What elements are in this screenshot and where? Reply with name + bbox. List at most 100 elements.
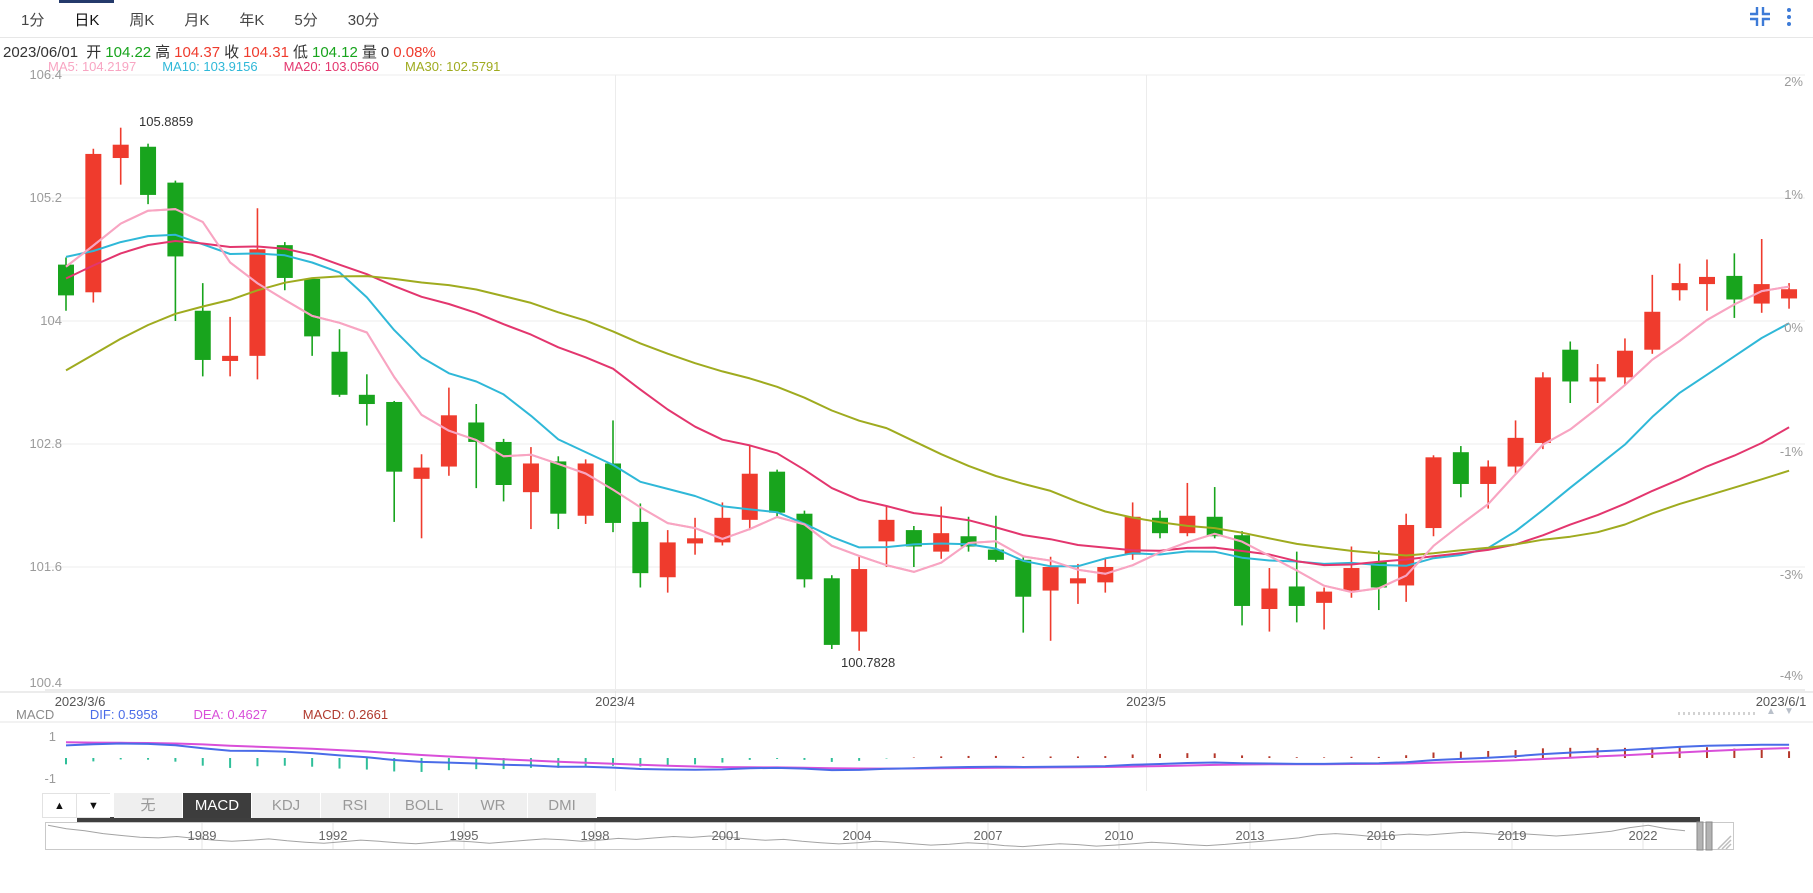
timeframe-tab-年K[interactable]: 年K bbox=[239, 12, 265, 29]
navigator-year-label: 2022 bbox=[1628, 828, 1658, 843]
candle-body bbox=[987, 549, 1004, 560]
candle-body bbox=[1699, 276, 1715, 285]
price-axis-label: 100.4 bbox=[29, 675, 62, 690]
price-axis-label: 102.8 bbox=[29, 436, 62, 451]
navigator-year-label: 2007 bbox=[973, 828, 1003, 843]
candle-body bbox=[222, 355, 239, 361]
indicator-up-button[interactable]: ▲ bbox=[42, 793, 76, 818]
ma30-line bbox=[65, 275, 1790, 557]
ma10-line bbox=[65, 233, 1790, 568]
candle-body bbox=[823, 578, 840, 645]
resize-grip-icon bbox=[1717, 835, 1732, 850]
navigator-year-label: 2004 bbox=[842, 828, 872, 843]
pct-axis-label: 2% bbox=[1784, 74, 1803, 89]
candle-body bbox=[1316, 591, 1333, 603]
navigator-handle[interactable] bbox=[1705, 821, 1713, 851]
indicator-tab-RSI[interactable]: RSI bbox=[321, 793, 390, 818]
macd-item: DIF: 0.5958 bbox=[89, 707, 158, 722]
date-axis-label: 2023/3/6 bbox=[54, 694, 106, 709]
indicator-tab-MACD[interactable]: MACD bbox=[183, 793, 252, 818]
candle-body bbox=[1507, 437, 1524, 467]
navigator-year-label: 2001 bbox=[711, 828, 741, 843]
more-vertical-icon[interactable] bbox=[1782, 6, 1796, 28]
ma-values-bar: MA5: 104.2197 MA10: 103.9156 MA20: 103.056… bbox=[48, 59, 526, 74]
candle-body bbox=[58, 264, 74, 296]
candle-body bbox=[85, 153, 102, 293]
candle-body bbox=[1452, 452, 1469, 484]
candle-body bbox=[1753, 284, 1770, 304]
date-axis-label: 2023/6/1 bbox=[1755, 694, 1807, 709]
pct-axis-label: -1% bbox=[1779, 444, 1803, 459]
navigator-handle[interactable] bbox=[1696, 821, 1704, 851]
candle-body bbox=[1179, 515, 1196, 534]
indicator-tab-BOLL[interactable]: BOLL bbox=[390, 793, 459, 818]
pct-axis-label: -4% bbox=[1779, 668, 1803, 683]
field-label: 量 bbox=[361, 44, 377, 61]
candle-body bbox=[769, 471, 786, 513]
timeframe-tab-月K[interactable]: 月K bbox=[184, 12, 210, 29]
indicator-tab-KDJ[interactable]: KDJ bbox=[252, 793, 321, 818]
candle-body bbox=[1015, 559, 1032, 597]
candle-body bbox=[1042, 567, 1059, 591]
navigator-year-label: 1995 bbox=[449, 828, 479, 843]
ma-value-MA10: MA10: 103.9156 bbox=[162, 59, 258, 74]
timeframe-tab-日K[interactable]: 日K bbox=[59, 0, 115, 37]
candle-body bbox=[1644, 311, 1661, 350]
macd-value-bar: MACD DIF: 0.5958 DEA: 0.4627 MACD: 0.266… bbox=[16, 707, 388, 722]
price-axis-label: 104 bbox=[40, 313, 62, 328]
field-label: 收 bbox=[224, 44, 240, 61]
pct-axis-label: -3% bbox=[1779, 567, 1803, 582]
timeframe-tab-周K[interactable]: 周K bbox=[129, 12, 155, 29]
indicator-tabbar: ▲ ▼ 无 MACD KDJ RSI BOLL WR DMI bbox=[42, 793, 597, 818]
macd-panel-name: MACD bbox=[16, 707, 55, 722]
candle-body bbox=[1343, 568, 1360, 591]
timeframe-tabbar: 1分 日K 周K 月K 年K 5分 30分 bbox=[0, 0, 1813, 38]
scroll-down-icon[interactable]: ▼ bbox=[1784, 706, 1794, 717]
date-axis-label: 2023/5 bbox=[1126, 694, 1166, 709]
compress-icon[interactable] bbox=[1748, 6, 1772, 28]
navigator-year-label: 2016 bbox=[1366, 828, 1396, 843]
indicator-down-button[interactable]: ▼ bbox=[76, 793, 110, 818]
candle-body bbox=[276, 245, 293, 278]
field-value: 0.08% bbox=[393, 44, 436, 61]
ma-value-MA5: MA5: 104.2197 bbox=[48, 59, 137, 74]
candle-body bbox=[194, 310, 211, 360]
timeframe-tab-5分[interactable]: 5分 bbox=[294, 12, 318, 29]
candle-body bbox=[140, 146, 157, 195]
candle-body bbox=[331, 351, 348, 395]
macd-item: DEA: 0.4627 bbox=[189, 707, 268, 722]
scroll-up-icon[interactable]: ▲ bbox=[1766, 706, 1776, 717]
mini-scroll-track[interactable] bbox=[1678, 712, 1758, 715]
ma-value-MA30: MA30: 102.5791 bbox=[405, 59, 501, 74]
field-value: 104.22 bbox=[105, 44, 152, 61]
candle-body bbox=[905, 530, 922, 547]
candle-body bbox=[605, 463, 621, 523]
field-value: 104.31 bbox=[243, 44, 289, 61]
candle-body bbox=[1206, 516, 1223, 537]
indicator-tab-WR[interactable]: WR bbox=[459, 793, 528, 818]
timeframe-tab-30分[interactable]: 30分 bbox=[347, 12, 380, 29]
candle-body bbox=[659, 542, 676, 578]
candle-body bbox=[796, 513, 813, 580]
candle-body bbox=[632, 521, 649, 574]
price-axis-label: 101.6 bbox=[29, 559, 62, 574]
candle-body bbox=[112, 144, 129, 159]
navigator-range-bar[interactable] bbox=[77, 817, 1700, 822]
high-price-annotation: 105.8859 bbox=[139, 114, 194, 129]
candle-body bbox=[1069, 578, 1086, 584]
candle-body bbox=[687, 538, 704, 544]
candle-body bbox=[1616, 350, 1633, 378]
timeframe-tab-1分[interactable]: 1分 bbox=[21, 12, 45, 29]
field-label: 高 bbox=[155, 44, 171, 61]
indicator-tab-DMI[interactable]: DMI bbox=[528, 793, 597, 818]
ohlc-info-bar: 2023/06/01 开 104.22 高 104.37 收 104.31 低 104.12 量… bbox=[3, 41, 440, 62]
navigator-box[interactable] bbox=[45, 822, 1734, 850]
candle-body bbox=[1589, 377, 1606, 382]
navigator-year-label: 2010 bbox=[1104, 828, 1134, 843]
indicator-tab-无[interactable]: 无 bbox=[114, 793, 183, 818]
candle-body bbox=[440, 415, 457, 467]
candle-body bbox=[1288, 586, 1305, 606]
macd-item: MACD: 0.2661 bbox=[299, 707, 389, 722]
candle-body bbox=[933, 533, 950, 552]
resize-grip-icon bbox=[1721, 839, 1732, 850]
